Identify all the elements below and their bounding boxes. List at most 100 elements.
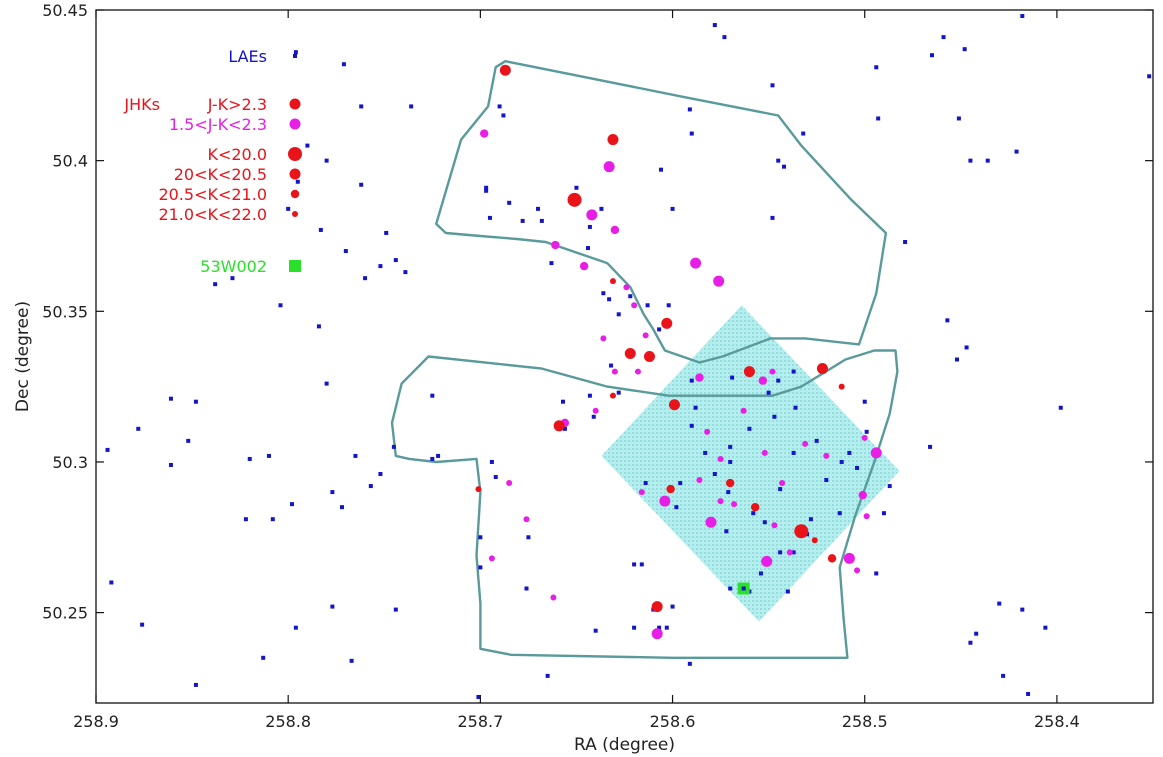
lae-point (293, 50, 298, 55)
lae-point (1147, 74, 1152, 79)
lae-point (929, 53, 934, 58)
lae-point (985, 158, 990, 163)
source-lae-point (741, 586, 746, 591)
lae-point (290, 502, 295, 507)
lae-point (193, 399, 198, 404)
jhks-point-magenta (631, 302, 638, 309)
jhks-red-layer (475, 64, 845, 613)
lae-point (213, 282, 218, 287)
jhks-point-magenta (758, 376, 768, 385)
lae-point (601, 291, 606, 296)
lae-point (659, 167, 664, 172)
jhks-point-magenta (651, 628, 663, 640)
legend-size-label: 21.0<K<22.0 (158, 205, 267, 224)
jhks-point-magenta (823, 452, 830, 459)
lae-point (484, 188, 489, 193)
lae-point (295, 179, 300, 184)
y-tick-label: 50.45 (42, 1, 88, 20)
jhks-point-magenta (696, 477, 703, 484)
lae-point (574, 185, 579, 190)
lae-point (664, 625, 669, 630)
jhks-point-magenta (603, 161, 615, 173)
lae-point (593, 628, 598, 633)
lae-point (776, 378, 781, 383)
legend-size-label: 20<K<20.5 (174, 165, 267, 184)
lae-point (316, 324, 321, 329)
lae-point (487, 215, 492, 220)
legend-color-marker (289, 118, 301, 130)
lae-point (478, 535, 483, 540)
lae-point (140, 622, 145, 627)
x-tick-label: 258.7 (457, 712, 503, 731)
jhks-point-red (743, 366, 755, 378)
lae-point (728, 444, 733, 449)
lae-point (670, 604, 675, 609)
lae-point (762, 520, 767, 525)
lae-point (791, 369, 796, 374)
lae-point (758, 571, 763, 576)
legend-color-marker (289, 98, 301, 110)
lae-point (657, 327, 662, 332)
legend-color-label: 1.5<J-K<2.3 (169, 115, 267, 134)
jhks-point-red (475, 486, 482, 493)
lae-point (776, 158, 781, 163)
jhks-point-magenta (638, 489, 645, 496)
lae-point (497, 104, 502, 109)
jhks-point-magenta (488, 555, 495, 562)
jhks-point-red (668, 399, 680, 411)
lae-point (1026, 691, 1031, 696)
lae-point (403, 270, 408, 275)
x-tick-label: 258.5 (842, 712, 888, 731)
lae-point (136, 426, 141, 431)
lae-point (874, 571, 879, 576)
lae-point (599, 206, 604, 211)
legend-color-label: J-K>2.3 (207, 95, 267, 114)
lae-point (824, 478, 829, 483)
legend: LAEs JHKs J-K>2.31.5<J-K<2.3 K<20.020<K<20.… (123, 47, 302, 276)
jhks-point-red (838, 383, 845, 390)
lae-point (109, 580, 114, 585)
lae-point (997, 601, 1002, 606)
lae-point (785, 589, 790, 594)
lae-point (1020, 14, 1025, 19)
y-axis: 50.25 50.3 50.35 50.4 50.45 (42, 1, 1153, 623)
lae-point (791, 550, 796, 555)
lae-point (778, 487, 783, 492)
x-tick-label: 258.6 (650, 712, 696, 731)
lae-point (689, 423, 694, 428)
lae-point (507, 200, 512, 205)
lae-point (643, 481, 648, 486)
jhks-point-red (750, 502, 760, 512)
lae-point (766, 390, 771, 395)
lae-point (782, 164, 787, 169)
x-tick-label: 258.8 (265, 712, 311, 731)
lae-point (791, 450, 796, 455)
legend-lae-marker (293, 54, 297, 58)
lae-point (230, 276, 235, 281)
lae-point (712, 472, 717, 477)
lae-point (689, 378, 694, 383)
lae-point (712, 23, 717, 28)
lae-points-layer (105, 14, 1152, 699)
observed-field (601, 305, 900, 622)
jhks-point-red (726, 478, 735, 488)
jhks-point-magenta (761, 555, 773, 567)
lae-point (801, 131, 806, 136)
lae-point (247, 456, 252, 461)
jhks-point-red (661, 317, 673, 329)
survey-footprint-lower (390, 349, 899, 659)
lae-point (751, 511, 756, 516)
x-tick-label: 258.9 (73, 712, 119, 731)
jhks-point-red (811, 537, 818, 544)
lae-point (186, 438, 191, 443)
lae-point (730, 375, 735, 380)
lae-point (670, 206, 675, 211)
lae-point (639, 562, 644, 567)
lae-point (862, 399, 867, 404)
plot-area (105, 14, 1152, 699)
jhks-point-magenta (858, 490, 868, 500)
lae-point (391, 444, 396, 449)
jhks-point-magenta (551, 240, 560, 250)
lae-point (632, 625, 637, 630)
lae-point (903, 240, 908, 245)
